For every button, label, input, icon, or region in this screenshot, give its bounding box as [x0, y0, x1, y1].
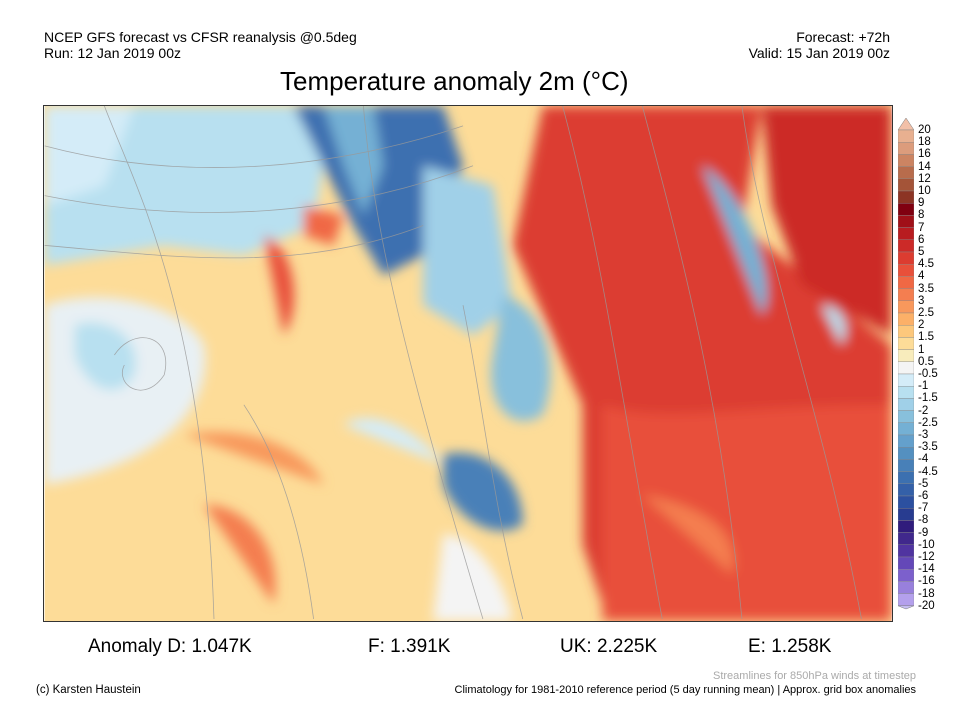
colorbar-label: -9	[918, 526, 929, 539]
colorbar-label: -3	[918, 429, 929, 441]
colorbar-swatch	[898, 142, 914, 155]
colorbar-label: 8	[918, 209, 925, 222]
colorbar-swatch	[898, 276, 914, 289]
colorbar-swatch	[898, 251, 914, 265]
colorbar-swatch	[898, 593, 914, 607]
anomaly-spain: E: 1.258K	[748, 636, 832, 657]
colorbar-label: -4.5	[918, 465, 938, 478]
colorbar-swatch	[898, 154, 914, 167]
colorbar-arrow-top	[898, 118, 914, 131]
colorbar-swatch	[898, 434, 914, 448]
colorbar-swatch	[898, 508, 914, 521]
run-time: Run: 12 Jan 2019 00z	[44, 45, 181, 61]
colorbar-swatch	[898, 495, 914, 509]
colorbar-label: -8	[918, 514, 929, 527]
colorbar-swatch	[898, 239, 914, 253]
colorbar-label: 2	[918, 319, 925, 332]
valid-time: Valid: 15 Jan 2019 00z	[748, 45, 890, 61]
colorbar-label: 12	[918, 172, 931, 185]
colorbar-swatch	[898, 544, 914, 558]
colorbar-swatch	[898, 190, 914, 204]
colorbar-label: 4.5	[918, 258, 934, 271]
colorbar-label: 7	[918, 221, 925, 234]
colorbar-label: 6	[918, 233, 925, 246]
climatology-note: Climatology for 1981-2010 reference peri…	[454, 684, 916, 696]
forecast-hour: Forecast: +72h	[796, 29, 890, 45]
colorbar-swatch	[898, 300, 914, 314]
model-info: NCEP GFS forecast vs CFSR reanalysis @0.…	[44, 29, 357, 45]
colorbar-swatch	[898, 483, 914, 497]
colorbar-label: 10	[918, 185, 931, 197]
colorbar-label: -1	[918, 380, 929, 393]
colorbar-label: -4	[918, 453, 929, 466]
colorbar-swatch	[898, 410, 914, 424]
colorbar-swatch	[898, 129, 914, 143]
colorbar-swatch	[898, 202, 914, 216]
colorbar-label: 5	[918, 246, 925, 258]
colorbar	[898, 118, 914, 610]
colorbar-label: -2	[918, 404, 929, 417]
colorbar-label: 20	[918, 124, 931, 136]
colorbar-swatch	[898, 398, 914, 411]
anomaly-germany: Anomaly D: 1.047K	[88, 636, 252, 657]
colorbar-swatch	[898, 324, 914, 338]
colorbar-swatch	[898, 288, 914, 302]
colorbar-swatch	[898, 581, 914, 594]
colorbar-arrow-bottom	[898, 605, 914, 610]
colorbar-label: -12	[918, 551, 935, 563]
colorbar-label: 4	[918, 270, 925, 283]
anomaly-france: F: 1.391K	[368, 636, 451, 657]
page-title: Temperature anomaly 2m (°C)	[280, 66, 629, 96]
colorbar-swatch	[898, 215, 914, 228]
colorbar-label: 1	[918, 343, 925, 356]
colorbar-label: -7	[918, 502, 929, 515]
colorbar-label: -0.5	[918, 368, 938, 380]
colorbar-swatch	[898, 166, 914, 179]
colorbar-label: 3	[918, 294, 925, 307]
colorbar-swatch	[898, 349, 914, 363]
streamlines-note: Streamlines for 850hPa winds at timestep	[713, 670, 916, 682]
colorbar-label: 18	[918, 136, 931, 149]
colorbar-label: 3.5	[918, 282, 934, 295]
anomaly-uk: UK: 2.225K	[560, 636, 658, 657]
colorbar-label: -5	[918, 477, 929, 490]
colorbar-label: 9	[918, 197, 925, 210]
colorbar-label: 2.5	[918, 307, 934, 319]
colorbar-swatch	[898, 471, 914, 485]
colorbar-label: -2.5	[918, 416, 938, 429]
colorbar-label: 0.5	[918, 355, 934, 368]
colorbar-swatch	[898, 556, 914, 570]
colorbar-swatch	[898, 178, 914, 192]
temperature-anomaly-map	[43, 105, 893, 622]
colorbar-swatch	[898, 263, 914, 277]
colorbar-label: -10	[918, 538, 935, 551]
colorbar-swatch	[898, 227, 914, 240]
colorbar-label: -1.5	[918, 392, 938, 405]
credit: (c) Karsten Haustein	[36, 684, 141, 696]
colorbar-swatch	[898, 520, 914, 533]
colorbar-label: -20	[918, 599, 935, 612]
colorbar-label: -16	[918, 575, 935, 588]
colorbar-swatch	[898, 422, 914, 436]
colorbar-swatch	[898, 386, 914, 399]
colorbar-swatch	[898, 569, 914, 582]
colorbar-label: 16	[918, 148, 931, 161]
colorbar-label: -18	[918, 587, 935, 600]
colorbar-swatch	[898, 337, 914, 350]
colorbar-swatch	[898, 361, 914, 375]
colorbar-swatch	[898, 373, 914, 387]
colorbar-swatch	[898, 312, 914, 326]
colorbar-swatch	[898, 532, 914, 546]
colorbar-swatch	[898, 459, 914, 472]
colorbar-label: -3.5	[918, 441, 938, 454]
colorbar-swatch	[898, 447, 914, 460]
colorbar-label: -6	[918, 490, 929, 502]
colorbar-label: 14	[918, 160, 931, 173]
colorbar-label: -14	[918, 563, 935, 576]
colorbar-label: 1.5	[918, 331, 934, 344]
